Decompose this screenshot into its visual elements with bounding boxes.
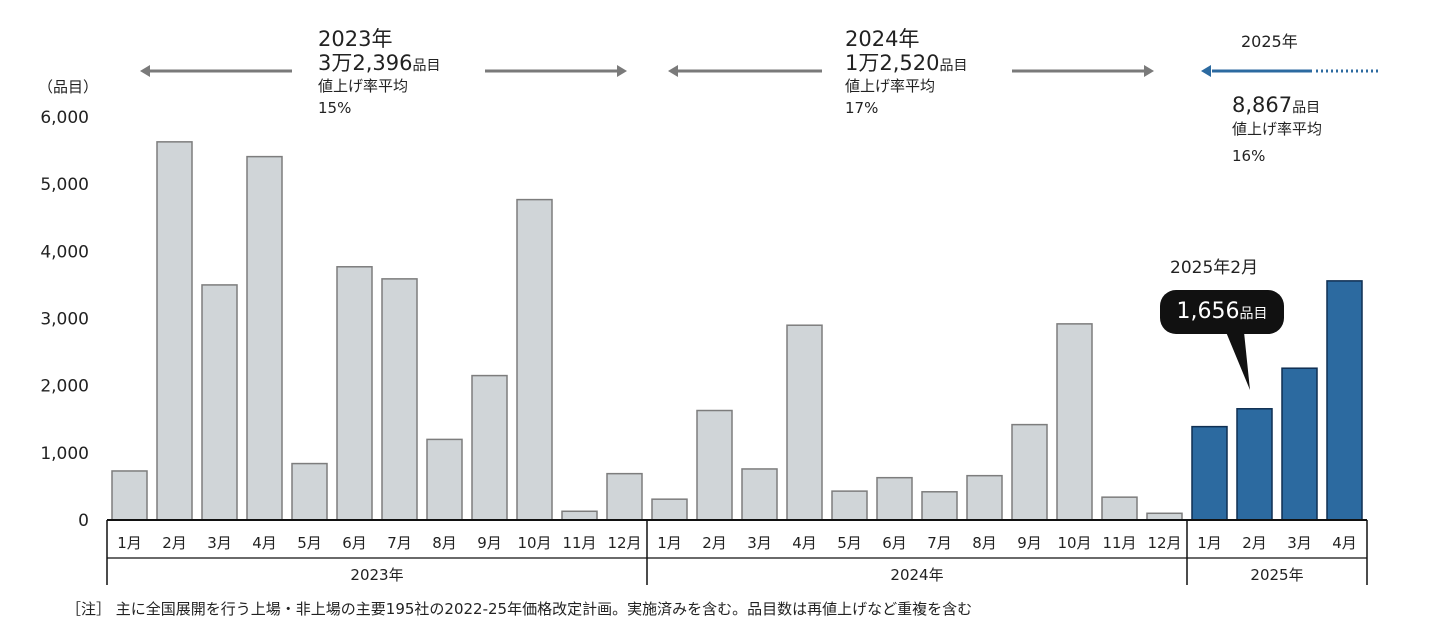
bar	[561, 510, 598, 521]
bar	[381, 278, 418, 521]
x-tick-label: 10月	[1057, 534, 1091, 552]
bar	[1146, 512, 1183, 521]
x-tick-label: 1月	[1197, 534, 1222, 552]
x-tick-label: 12月	[607, 534, 641, 552]
bar	[1011, 423, 1048, 521]
bar	[606, 472, 643, 521]
x-tick-label: 7月	[387, 534, 412, 552]
bar	[921, 491, 958, 521]
range-arrowhead-2024-left	[668, 65, 678, 77]
annotation-2024-year: 2024年	[845, 27, 920, 51]
bar	[1191, 425, 1228, 521]
annotation-2023-year: 2023年	[318, 27, 393, 51]
x-tick-label: 8月	[432, 534, 457, 552]
bar	[201, 284, 238, 521]
annotation-2025-count: 8,867	[1232, 93, 1293, 117]
x-tick-label: 1月	[117, 534, 142, 552]
x-tick-label: 5月	[837, 534, 862, 552]
bar	[1101, 496, 1138, 521]
annotation-2024: 2024年 1万2,520品目 値上げ率平均 17%	[845, 26, 967, 118]
annotation-2025-rate: 16%	[1232, 147, 1266, 165]
x-tick-label: 5月	[297, 534, 322, 552]
y-tick-label: 3,000	[40, 310, 89, 330]
x-tick-label: 10月	[517, 534, 551, 552]
x-tick-label: 3月	[207, 534, 232, 552]
y-tick-label: 0	[78, 511, 89, 531]
range-arrowhead-2023-right	[617, 65, 627, 77]
callout-unit: 品目	[1239, 306, 1268, 322]
x-tick-label: 2月	[702, 534, 727, 552]
annotation-2024-unit: 品目	[939, 58, 968, 75]
y-tick-label: 2,000	[40, 377, 89, 397]
bar	[336, 266, 373, 521]
y-axis-unit-label: （品目）	[38, 78, 99, 96]
annotation-2024-rate: 17%	[845, 99, 879, 118]
x-tick-label: 8月	[972, 534, 997, 552]
annotation-2025-year: 2025年	[1241, 32, 1298, 51]
x-tick-label: 6月	[882, 534, 907, 552]
bar	[741, 468, 778, 521]
x-tick-label: 4月	[792, 534, 817, 552]
year-label: 2024年	[890, 566, 943, 584]
bar	[1236, 408, 1273, 521]
bar	[651, 498, 688, 521]
bar	[156, 141, 193, 521]
bar	[291, 462, 328, 521]
bar	[1281, 367, 1318, 521]
y-tick-label: 1,000	[40, 444, 89, 464]
bar	[786, 324, 823, 521]
y-tick-label: 6,000	[40, 108, 89, 128]
annotation-2024-rate-label: 値上げ率平均	[845, 76, 936, 95]
range-arrowhead-2024-right	[1144, 65, 1154, 77]
x-tick-label: 12月	[1147, 534, 1181, 552]
annotation-2025-unit: 品目	[1292, 100, 1321, 116]
bar	[246, 155, 283, 521]
y-tick-label: 4,000	[40, 242, 89, 262]
annotation-2023: 2023年 3万2,396品目 値上げ率平均 15%	[318, 26, 440, 118]
callout-title: 2025年2月	[1170, 258, 1259, 278]
bar	[696, 409, 733, 521]
annotation-2025-rate-label: 値上げ率平均	[1232, 120, 1323, 139]
y-tick-label: 5,000	[40, 175, 89, 195]
annotation-2024-count: 1万2,520	[845, 51, 940, 76]
bar	[876, 476, 913, 521]
bar	[966, 474, 1003, 521]
x-tick-label: 3月	[1287, 534, 1312, 552]
year-label: 2025年	[1250, 566, 1303, 584]
x-tick-label: 6月	[342, 534, 367, 552]
x-tick-label: 4月	[1332, 534, 1357, 552]
callout-count: 1,656	[1176, 299, 1240, 324]
bar	[426, 438, 463, 521]
x-tick-label: 9月	[1017, 534, 1042, 552]
x-tick-label: 11月	[562, 534, 596, 552]
bar	[516, 198, 553, 521]
annotation-2025: 8,867品目 値上げ率平均 16%	[1232, 92, 1322, 166]
x-tick-label: 3月	[747, 534, 772, 552]
bar	[111, 470, 148, 521]
callout-bubble: 1,656品目	[1160, 290, 1284, 334]
bar	[471, 374, 508, 521]
x-tick-label: 4月	[252, 534, 277, 552]
range-arrowhead-2025	[1201, 65, 1211, 77]
annotation-2023-unit: 品目	[412, 58, 441, 75]
x-tick-label: 9月	[477, 534, 502, 552]
x-tick-label: 2月	[162, 534, 187, 552]
x-tick-label: 2月	[1242, 534, 1267, 552]
year-label: 2023年	[350, 566, 403, 584]
bar	[1326, 280, 1363, 521]
bar	[1056, 323, 1093, 521]
x-tick-label: 1月	[657, 534, 682, 552]
annotation-2023-rate-label: 値上げ率平均	[318, 76, 409, 95]
annotation-2023-count: 3万2,396	[318, 51, 413, 76]
x-tick-label: 7月	[927, 534, 952, 552]
bar	[831, 490, 868, 521]
annotation-2023-rate: 15%	[318, 99, 352, 118]
range-arrowhead-2023-left	[140, 65, 150, 77]
callout-pointer	[1226, 332, 1250, 390]
footnote: ［注］ 主に全国展開を行う上場・非上場の主要195社の2022-25年価格改定計…	[66, 600, 973, 618]
x-tick-label: 11月	[1102, 534, 1136, 552]
